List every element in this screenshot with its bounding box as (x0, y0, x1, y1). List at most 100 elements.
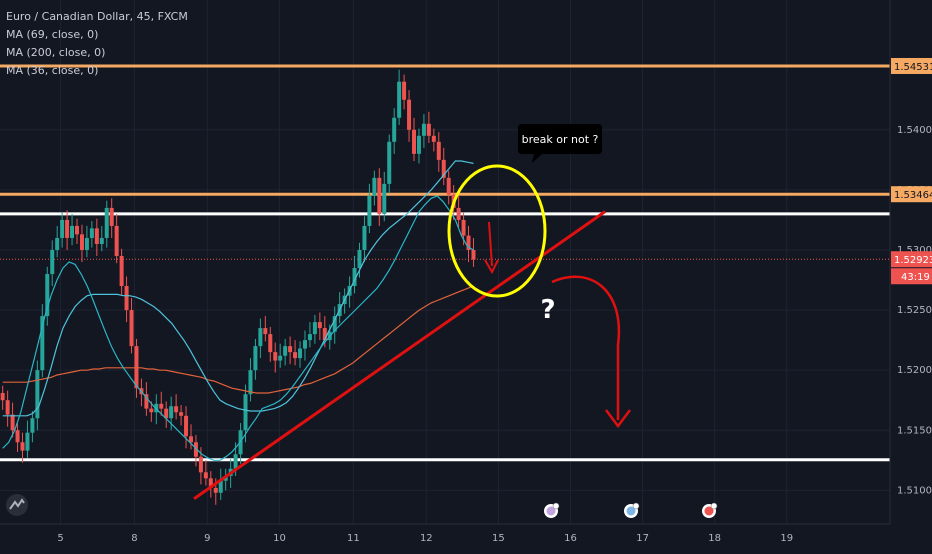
candle-body (298, 348, 303, 359)
candle-body (317, 322, 322, 329)
chart-legend: Euro / Canadian Dollar, 45, FXCM MA (69,… (6, 8, 188, 80)
candle-body (179, 412, 184, 416)
candle-body (426, 123, 431, 136)
x-tick-label: 16 (564, 533, 577, 544)
candle-body (461, 219, 466, 236)
candle-body (188, 436, 193, 443)
price-tag-current: 1.52923 (894, 255, 932, 266)
candle-body (258, 328, 263, 347)
y-tick-label: 1.54000 (897, 125, 932, 136)
candle-body (377, 177, 382, 214)
countdown-bg (891, 268, 932, 285)
candle-body (149, 408, 154, 413)
candle-body (75, 225, 80, 235)
candle-body (233, 454, 238, 469)
candle-body (164, 408, 169, 419)
price-tag-resistance-high-bg (891, 57, 932, 74)
candle-body (60, 219, 65, 238)
candle-body (466, 235, 471, 250)
candle-body (213, 487, 218, 493)
candle-body (243, 394, 248, 431)
candle-body (114, 225, 119, 256)
candle-body (30, 418, 35, 433)
x-tick-label: 8 (131, 533, 137, 544)
tradingview-logo[interactable] (6, 494, 28, 516)
candle-body (70, 225, 75, 238)
candle-body (5, 400, 10, 415)
candle-body (397, 81, 402, 118)
marker-inner (626, 506, 636, 516)
grid (0, 0, 890, 524)
symbol-title[interactable]: Euro / Canadian Dollar, 45, FXCM (6, 10, 188, 23)
candle-body (412, 129, 417, 154)
candle-body (431, 135, 436, 142)
candle-body (263, 328, 268, 335)
candle-body (436, 141, 441, 160)
event-icon (624, 502, 640, 518)
ma-36-label[interactable]: MA (36, close, 0) (6, 64, 99, 77)
candle-body (169, 406, 174, 419)
candle-body (471, 249, 476, 260)
candle-body (416, 135, 421, 154)
trendline (193, 210, 607, 500)
candle-body (154, 403, 159, 413)
candle-body (208, 478, 213, 488)
candle-body (322, 328, 327, 341)
candle-body (104, 207, 109, 238)
x-tick-label: 5 (57, 533, 63, 544)
x-tick-label: 12 (420, 533, 433, 544)
candle-body (10, 414, 15, 431)
split-icon (702, 502, 718, 518)
candle-body (109, 207, 114, 226)
candle-body (129, 310, 134, 347)
y-tick-label: 1.51500 (897, 425, 932, 436)
down-arrow-small (488, 221, 493, 267)
marker-badge (552, 502, 560, 510)
candle-body (248, 370, 253, 395)
x-tick-label: 15 (492, 533, 505, 544)
dividend-icon (544, 502, 560, 518)
x-tick-label: 17 (636, 533, 649, 544)
candle-body (40, 316, 45, 371)
candle-body (293, 352, 298, 359)
candle-body (144, 394, 149, 409)
candle-body (268, 334, 273, 353)
candle-body (25, 432, 30, 451)
horizontal-levels (0, 64, 890, 462)
candle-body (372, 177, 377, 196)
candle-body (35, 370, 40, 419)
highlight-ellipse (447, 164, 547, 298)
candle-body (0, 393, 5, 401)
price-tag-resistance-high: 1.54531 (894, 62, 932, 73)
price-tag-resistance-mid-bg (891, 186, 932, 203)
candle-body (50, 249, 55, 275)
x-tick-label: 11 (347, 533, 360, 544)
candle-body (134, 346, 139, 389)
candle-body (302, 340, 307, 349)
y-tick-label: 1.52500 (897, 305, 932, 316)
y-tick-label: 1.51000 (897, 485, 932, 496)
drawings: break or not ?? (193, 124, 631, 500)
curved-down-arrow (551, 275, 621, 420)
candle-body (362, 225, 367, 250)
moving-averages (2, 160, 474, 461)
candle-body (184, 415, 189, 437)
candle-body (387, 141, 392, 184)
ma-69-label[interactable]: MA (69, close, 0) (6, 28, 99, 41)
candle-body (357, 249, 362, 269)
question-mark: ? (540, 295, 555, 325)
ma-200-label[interactable]: MA (200, close, 0) (6, 46, 106, 59)
candle-body (65, 219, 70, 238)
candle-body (124, 286, 129, 311)
y-tick-label: 1.53000 (897, 245, 932, 256)
candle-body (218, 480, 223, 493)
candle-body (159, 403, 164, 409)
candle-body (288, 346, 293, 353)
candle-body (119, 255, 124, 287)
candle-body (79, 234, 84, 250)
candle-body (253, 346, 258, 371)
candle-body (407, 99, 412, 130)
candle-body (456, 207, 461, 220)
